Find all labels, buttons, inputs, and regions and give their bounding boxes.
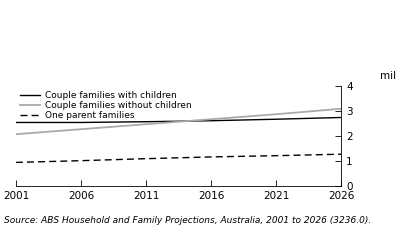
- Legend: Couple families with children, Couple families without children, One parent fami: Couple families with children, Couple fa…: [20, 91, 191, 121]
- One parent families: [144, 157, 148, 160]
- Couple families with children: [144, 120, 148, 123]
- Couple families without children: [339, 107, 344, 110]
- One parent families: [209, 155, 214, 158]
- Couple families with children: [209, 119, 214, 122]
- One parent families: [339, 153, 344, 155]
- Couple families with children: [339, 116, 344, 119]
- Couple families without children: [274, 113, 279, 116]
- Line: Couple families with children: Couple families with children: [16, 118, 341, 122]
- Couple families without children: [144, 123, 148, 126]
- Line: Couple families without children: Couple families without children: [16, 109, 341, 134]
- Text: Source: ABS Household and Family Projections, Australia, 2001 to 2026 (3236.0).: Source: ABS Household and Family Project…: [4, 216, 371, 225]
- Text: million: million: [380, 71, 397, 81]
- Couple families without children: [13, 133, 18, 136]
- Couple families with children: [274, 118, 279, 121]
- One parent families: [79, 159, 83, 162]
- Couple families with children: [13, 121, 18, 124]
- Line: One parent families: One parent families: [16, 154, 341, 163]
- One parent families: [274, 154, 279, 157]
- One parent families: [13, 161, 18, 164]
- Couple families without children: [209, 118, 214, 121]
- Couple families without children: [79, 128, 83, 131]
- Couple families with children: [79, 121, 83, 124]
